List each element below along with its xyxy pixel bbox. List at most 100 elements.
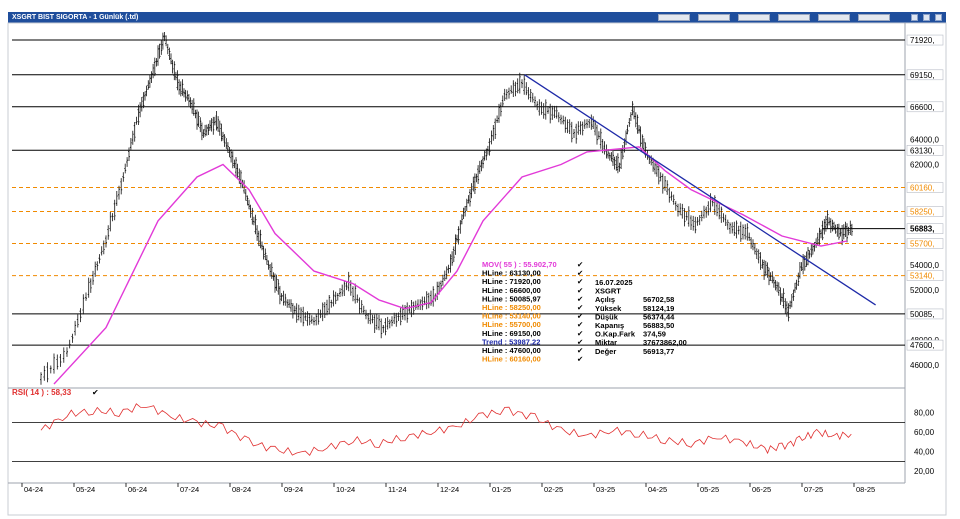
time-axis-label: 02-25 [544,485,563,494]
legend-check-icon: ✔ [577,269,583,278]
legend-entry: HLine : 71920,00 [482,277,541,286]
rsi-axis-label: 80,00 [914,409,935,418]
price-axis-label: 53140, [910,272,934,281]
time-axis-label: 04-25 [648,485,667,494]
info-row-value: 56702,58 [643,295,674,304]
price-tag-box [906,270,944,281]
price-tag-box [906,69,944,81]
legend-check-icon: ✔ [577,286,583,295]
legend-entry: HLine : 47600,00 [482,346,541,355]
legend-entry: HLine : 63130,00 [482,269,541,278]
price-axis-label: 64000,0 [910,135,939,144]
info-row-value: 56913,77 [643,347,674,356]
maximize-icon[interactable] [923,14,930,21]
price-tag-box [906,238,944,249]
trend-line [524,74,876,306]
toolbar-button[interactable] [738,14,770,21]
legend-entry: HLine : 50085,97 [482,294,541,303]
horizontal-lines [12,39,905,346]
price-axis-label: 56883, [910,225,934,234]
price-tag-box [906,182,944,193]
legend-entry: HLine : 69150,00 [482,329,541,338]
time-axis-label: 06-24 [128,485,147,494]
legend-entry: HLine : 58250,00 [482,303,541,312]
ohlc-bars [40,32,853,385]
time-axis-label: 04-24 [24,485,43,494]
price-axis-label: 66600, [910,103,934,112]
legend-entry: HLine : 66600,00 [482,286,541,295]
info-row-label: Kapanış [595,321,624,330]
legend-entry: MOV( 55 ) : 55.902,70 [482,260,557,269]
chart-frame [7,22,947,516]
info-row-value: 56374,44 [643,312,675,321]
price-tag-box [906,101,944,113]
info-row-label: Değer [595,347,616,356]
rsi-label: RSI( 14 ) : 58,33 [12,388,72,397]
price-tag-box [906,308,944,320]
rsi-axis-label: 60,00 [914,428,935,437]
time-axis-label: 11-24 [388,485,407,494]
toolbar-button[interactable] [818,14,850,21]
legend-check-icon: ✔ [577,355,583,364]
rsi-line [40,403,852,456]
time-axis-label: 01-25 [492,485,511,494]
legend-check-icon: ✔ [577,294,583,303]
legend-check-icon: ✔ [577,303,583,312]
price-axis-label: 71920, [910,36,934,45]
time-axis-label: 05-25 [700,485,719,494]
info-row-label: Düşük [595,312,619,321]
price-axis-label: 63130, [910,146,934,155]
toolbar-button[interactable] [778,14,810,21]
legend-check-icon: ✔ [577,260,583,269]
legend-entry: HLine : 55700,00 [482,320,541,329]
rsi-check-icon: ✔ [92,388,99,397]
time-axis-label: 07-24 [180,485,199,494]
price-axis-label: 50085, [910,310,934,319]
price-bars [40,32,853,385]
price-axis-label: 52000,0 [910,286,939,295]
price-axis-label: 55700, [910,240,934,249]
time-axis-label: 08-24 [232,485,251,494]
toolbar-button[interactable] [858,14,890,21]
price-tag-box [906,34,944,46]
time-axis-label: 06-25 [752,485,771,494]
legend-entry: HLine : 60160,00 [482,355,541,364]
info-symbol: XSGRT [595,287,621,296]
info-row-value: 56883,50 [643,321,674,330]
time-axis-label: 05-24 [76,485,95,494]
info-row-value: 374,59 [643,330,666,339]
price-axis-label: 47600, [910,341,934,350]
price-axis-label: 69150, [910,71,934,80]
price-axis-label: 58250, [910,208,934,217]
price-axis-labels: 71920, 69150, 66600, 64000,0 63130, 62000,0 60… [822,34,944,370]
toolbar-button[interactable] [698,14,730,21]
rsi-axis-label: 20,00 [914,467,935,476]
time-axis-label: 09-24 [284,485,303,494]
price-tag-box [906,206,944,217]
chart-window-title: XSGRT BIST SIGORTA - 1 Günlük (.td) [12,14,139,21]
close-icon[interactable] [935,14,942,21]
rsi-panel: 80,00 60,00 40,00 20,00 RSI( 14 ) : 58,33 ✔ [12,388,935,476]
minimize-icon[interactable] [911,14,918,21]
legend-entry: Trend : 53987,22 [482,337,540,346]
info-date: 16.07.2025 [595,278,633,287]
legend-entry: HLine : 53140,00 [482,312,541,321]
time-axis-label: 08-25 [856,485,875,494]
legend-check-icon: ✔ [577,312,583,321]
info-row-value: 58124,19 [643,304,674,313]
info-row-label: O.Kap.Fark [595,330,636,339]
legend-check-icon: ✔ [577,346,583,355]
moving-average-line [53,146,848,385]
time-axis-labels: 04-24 05-24 06-24 07-24 08-24 09-24 10-24 11-24… [21,483,875,494]
price-axis-label: 46000,0 [910,361,939,370]
legend-check-icon: ✔ [577,277,583,286]
info-row-label: Açılış [595,295,615,304]
time-axis-label: 12-24 [440,485,459,494]
info-row-label: Yüksek [595,304,622,313]
price-axis-label: 62000,0 [910,160,939,169]
time-axis-label: 03-25 [596,485,615,494]
price-tag-box [906,223,944,234]
toolbar-button[interactable] [658,14,690,21]
price-axis-label: 54000,0 [910,261,939,270]
